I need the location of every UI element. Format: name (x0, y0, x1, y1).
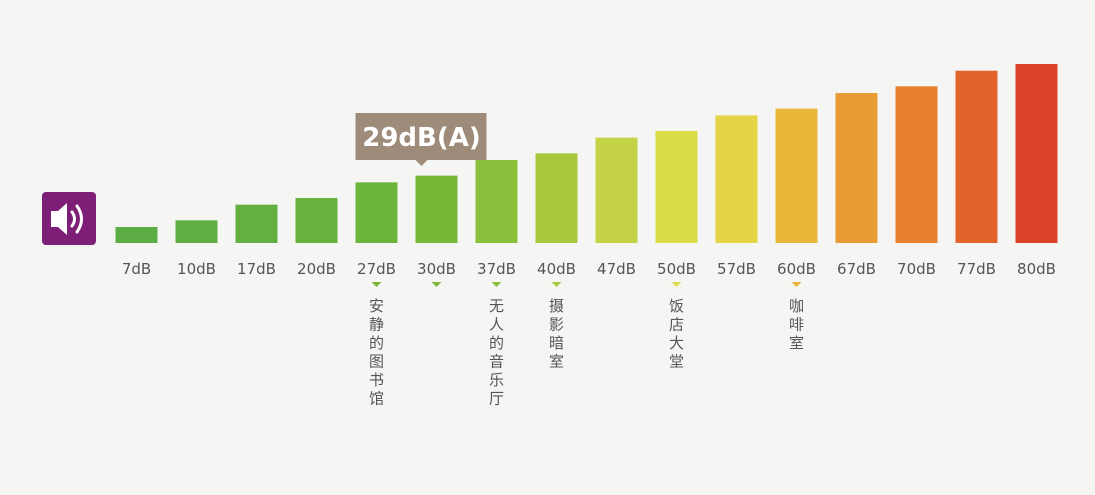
marker-37dB (491, 282, 502, 287)
tick-label: 57dB (717, 260, 756, 278)
marker-30dB (431, 282, 442, 287)
bar-30dB (415, 175, 458, 243)
marker-40dB (551, 282, 562, 287)
bar-37dB (475, 160, 518, 243)
tick-label: 10dB (177, 260, 216, 278)
bar-27dB (355, 182, 398, 243)
speaker-icon (42, 192, 96, 245)
bar-57dB (715, 115, 758, 243)
bar-47dB (595, 137, 638, 243)
tick-label: 67dB (837, 260, 876, 278)
marker-27dB (371, 282, 382, 287)
tick-label: 77dB (957, 260, 996, 278)
tick-label: 70dB (897, 260, 936, 278)
bar-7dB (115, 227, 158, 243)
bar-20dB (295, 197, 338, 243)
marker-60dB (791, 282, 802, 287)
tick-label: 47dB (597, 260, 636, 278)
tick-label: 30dB (417, 260, 456, 278)
bar-67dB (835, 93, 878, 243)
callout-group: 29dB(A) (355, 113, 487, 166)
tick-label: 80dB (1017, 260, 1056, 278)
tick-labels-group: 7dB 10dB 17dB 20dB 27dB 30dB 37dB 40dB 47dB 50dB 5… (122, 260, 1056, 278)
tick-label: 60dB (777, 260, 816, 278)
bar-60dB (775, 108, 818, 243)
tick-label: 27dB (357, 260, 396, 278)
marker-50dB (671, 282, 682, 287)
annotation-label-40dB: 摄影暗室 (549, 297, 564, 371)
tick-label: 17dB (237, 260, 276, 278)
annotation-label-50dB: 饭店大堂 (669, 297, 684, 371)
tick-label: 7dB (122, 260, 151, 278)
callout-pointer (415, 160, 428, 166)
annotation-label-37dB: 无人的音乐厅 (489, 297, 504, 408)
bar-40dB (535, 153, 578, 243)
tick-label: 50dB (657, 260, 696, 278)
annotation-label-27dB: 安静的图书馆 (369, 297, 384, 408)
bar-17dB (235, 204, 278, 243)
bars-group (115, 64, 1058, 243)
callout-box (355, 113, 487, 160)
tick-label: 37dB (477, 260, 516, 278)
bar-77dB (955, 70, 998, 243)
bar-80dB (1015, 64, 1058, 243)
annotation-label-60dB: 咖啡室 (789, 297, 804, 352)
tick-label: 20dB (297, 260, 336, 278)
callout-text: 29dB(A) (362, 123, 481, 153)
bar-10dB (175, 220, 218, 243)
bar-50dB (655, 130, 698, 243)
bar-70dB (895, 86, 938, 243)
annotations-group: 安静的图书馆 无人的音乐厅 摄影暗室 饭店大堂 咖啡室 (369, 282, 804, 408)
tick-label: 40dB (537, 260, 576, 278)
